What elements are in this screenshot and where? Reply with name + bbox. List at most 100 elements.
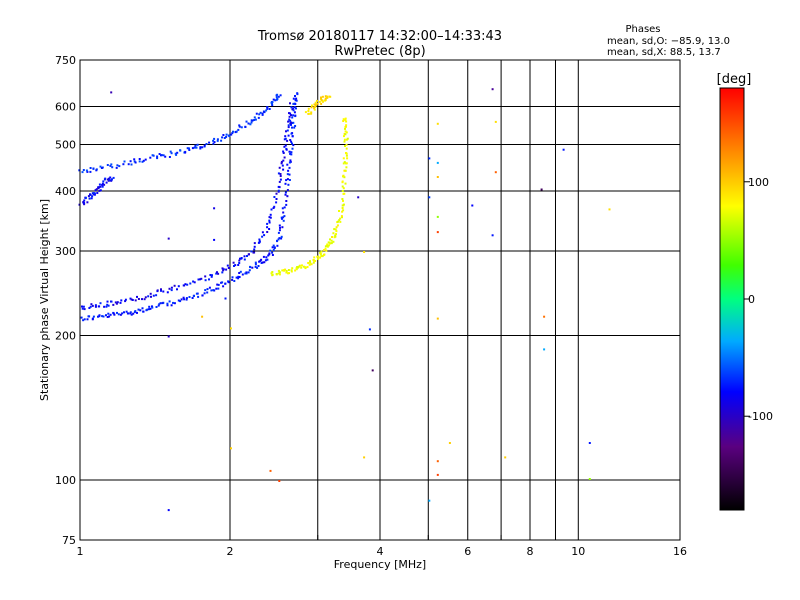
trace-point [266, 107, 269, 110]
trace-point [122, 163, 125, 166]
trace-point [277, 231, 280, 234]
trace-point [307, 107, 310, 110]
trace-point [319, 256, 322, 259]
trace-point [264, 259, 267, 262]
trace-point [268, 108, 271, 110]
trace-point [87, 315, 90, 318]
trace-point [324, 99, 327, 102]
trace-point [279, 175, 282, 177]
x-tick-label: 1 [77, 545, 84, 558]
x-axis-label: Frequency [MHz] [334, 558, 426, 571]
trace-point [107, 177, 110, 180]
trace-point [285, 148, 288, 151]
trace-point [156, 155, 159, 158]
trace-point [314, 101, 317, 104]
trace-point [290, 269, 293, 272]
chart-subtitle: RwPretec (8p) [334, 44, 425, 59]
trace-point [258, 260, 261, 263]
trace-point [282, 219, 285, 222]
trace-point [197, 278, 200, 281]
trace-point [191, 147, 194, 150]
trace-point [176, 151, 179, 154]
trace-point [293, 126, 296, 129]
trace-point [276, 244, 279, 247]
y-tick-label: 600 [55, 101, 76, 114]
trace-point [268, 219, 271, 222]
trace-point [166, 291, 169, 294]
trace-point [295, 268, 298, 271]
trace-point [92, 193, 95, 196]
trace-point [184, 283, 187, 286]
trace-point [253, 116, 256, 119]
trace-point [201, 294, 204, 297]
trace-point [283, 156, 286, 159]
trace-point [222, 285, 225, 288]
trace-point [279, 178, 282, 181]
trace-point [151, 306, 154, 309]
trace-point [330, 239, 333, 242]
trace-point [193, 146, 196, 149]
trace-point [82, 201, 85, 203]
trace-point [271, 274, 274, 277]
trace-point [313, 107, 316, 110]
trace-point [144, 296, 147, 299]
trace-point [83, 308, 86, 311]
trace-point [339, 220, 342, 223]
trace-point [151, 305, 153, 308]
trace-point [282, 216, 285, 219]
trace-point [343, 138, 346, 141]
trace-point [123, 311, 125, 314]
scatter-point [540, 188, 543, 191]
trace-point [251, 119, 254, 122]
scatter-point [471, 204, 474, 207]
trace-point [137, 298, 140, 300]
trace-point [321, 95, 324, 98]
trace-point [132, 312, 135, 315]
trace-point [290, 270, 293, 273]
trace-point [320, 96, 322, 99]
trace-point [271, 271, 274, 273]
trace-point [83, 199, 86, 202]
trace-point [285, 271, 288, 274]
trace-point [93, 192, 96, 195]
trace-point [268, 228, 271, 230]
trace-point [286, 178, 289, 181]
y-tick-label: 500 [55, 139, 76, 152]
trace-point [199, 278, 201, 281]
trace-point [294, 269, 297, 272]
trace-point [286, 139, 289, 142]
trace-point [292, 107, 295, 110]
trace-point [294, 125, 297, 127]
trace-point [310, 263, 313, 266]
trace-point [238, 124, 241, 127]
trace-point [158, 153, 161, 155]
trace-point [346, 137, 349, 140]
trace-point [221, 136, 224, 139]
trace-point [111, 166, 114, 169]
trace-point [195, 146, 198, 149]
colorbar-tick-label: 100 [748, 176, 769, 189]
trace-point [287, 134, 290, 137]
trace-point [210, 289, 213, 292]
trace-point [292, 121, 295, 124]
scatter-point [436, 231, 439, 234]
trace-point [160, 288, 162, 291]
trace-point [101, 185, 104, 188]
trace-point [90, 303, 93, 306]
trace-point [119, 313, 122, 316]
trace-point [81, 307, 84, 310]
trace-point [290, 132, 293, 135]
trace-point [109, 176, 112, 179]
trace-point [342, 118, 345, 121]
trace-point [290, 153, 293, 156]
trace-point [106, 316, 109, 318]
trace-point [97, 305, 100, 308]
trace-point [166, 304, 169, 307]
trace-point [177, 299, 180, 302]
trace-point [233, 265, 235, 267]
trace-point [320, 250, 323, 253]
trace-point [127, 163, 130, 166]
trace-point [98, 183, 101, 186]
trace-point [227, 134, 230, 137]
trace-point [246, 255, 248, 257]
